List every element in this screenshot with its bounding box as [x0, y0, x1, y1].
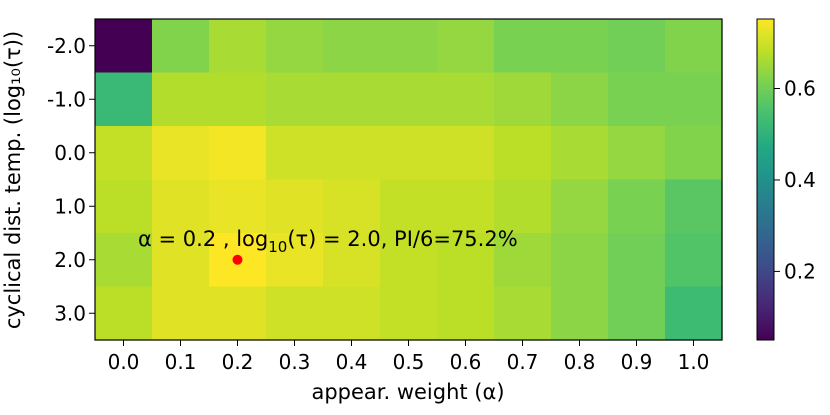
heatmap-cell — [494, 286, 552, 341]
heatmap-cell — [209, 179, 267, 234]
colorbar-tick-label: 0.2 — [784, 259, 816, 283]
heatmap-cell — [152, 233, 210, 288]
heatmap-cell — [494, 126, 552, 181]
heatmap-cell — [665, 233, 723, 288]
annotation-alpha: α = 0.2 — [138, 227, 216, 251]
heatmap-cell — [323, 286, 381, 341]
best-point-annotation: α = 0.2 , log10(τ) = 2.0, PI/6=75.2% — [138, 227, 518, 256]
heatmap-cell — [551, 286, 609, 341]
y-axis-label: cyclical dist. temp. (log₁₀(τ)) — [1, 31, 25, 329]
x-axis-label: appear. weight (α) — [311, 380, 504, 404]
heatmap-cell — [380, 233, 438, 288]
x-tick-label: 0.0 — [108, 350, 140, 374]
heatmap-cell — [152, 179, 210, 234]
heatmap-cell — [95, 126, 153, 181]
best-point-marker — [232, 254, 243, 265]
heatmap-cell — [95, 233, 153, 288]
heatmap-cells — [95, 19, 723, 341]
heatmap-cell — [437, 72, 495, 127]
heatmap-cell — [665, 72, 723, 127]
heatmap-cell — [95, 72, 153, 127]
y-ticks: -2.0 -1.0 0.0 1.0 2.0 3.0 — [47, 34, 95, 325]
heatmap-cell — [266, 233, 324, 288]
heatmap-cell — [665, 19, 723, 74]
heatmap-cell — [608, 19, 666, 74]
heatmap-cell — [209, 126, 267, 181]
heatmap-cell — [551, 72, 609, 127]
heatmap-cell — [95, 19, 153, 74]
heatmap-cell — [608, 286, 666, 341]
heatmap-cell — [266, 126, 324, 181]
y-tick-label: -2.0 — [47, 34, 86, 58]
heatmap-cell — [152, 286, 210, 341]
heatmap-cell — [608, 233, 666, 288]
heatmap-cell — [380, 72, 438, 127]
heatmap-cell — [380, 126, 438, 181]
heatmap-cell — [152, 72, 210, 127]
heatmap-cell — [95, 286, 153, 341]
heatmap-cell — [323, 179, 381, 234]
heatmap-cell — [437, 19, 495, 74]
x-tick-label: 0.6 — [450, 350, 482, 374]
y-tick-label: 0.0 — [54, 141, 86, 165]
x-tick-label: 0.1 — [165, 350, 197, 374]
x-tick-label: 0.8 — [564, 350, 596, 374]
heatmap-cell — [323, 72, 381, 127]
heatmap-cell — [152, 126, 210, 181]
heatmap-cell — [437, 126, 495, 181]
heatmap-cell — [608, 179, 666, 234]
heatmap-cell — [152, 19, 210, 74]
x-ticks: 0.0 0.1 0.2 0.3 0.4 0.5 0.6 0.7 0.8 0.9 1.0 — [108, 340, 710, 374]
y-tick-label: 1.0 — [54, 194, 86, 218]
annotation-log-subscript: 10 — [268, 238, 287, 256]
heatmap-cell — [665, 286, 723, 341]
heatmap-cell — [380, 286, 438, 341]
heatmap-cell — [323, 233, 381, 288]
heatmap-cell — [266, 286, 324, 341]
heatmap-cell — [551, 179, 609, 234]
heatmap-cell — [266, 179, 324, 234]
x-tick-label: 0.5 — [393, 350, 425, 374]
heatmap-cell — [266, 72, 324, 127]
heatmap-cell — [494, 233, 552, 288]
heatmap-cell — [494, 72, 552, 127]
heatmap-cell — [551, 126, 609, 181]
heatmap-cell — [209, 286, 267, 341]
heatmap-cell — [608, 72, 666, 127]
annotation-log-suffix: (τ) = 2.0, PI/6=75.2% — [287, 227, 517, 251]
y-tick-label: 3.0 — [54, 301, 86, 325]
heatmap-cell — [380, 19, 438, 74]
heatmap-cell — [437, 286, 495, 341]
x-tick-label: 0.3 — [279, 350, 311, 374]
colorbar-tick-label: 0.4 — [784, 168, 816, 192]
heatmap-cell — [551, 19, 609, 74]
y-tick-label: 2.0 — [54, 248, 86, 272]
heatmap-cell — [323, 126, 381, 181]
x-tick-label: 0.4 — [336, 350, 368, 374]
colorbar-tick-label: 0.6 — [784, 77, 816, 101]
heatmap-cell — [494, 179, 552, 234]
heatmap-cell — [437, 179, 495, 234]
heatmap-cell — [494, 19, 552, 74]
heatmap-cell — [209, 19, 267, 74]
x-tick-label: 0.9 — [621, 350, 653, 374]
colorbar — [756, 18, 775, 341]
x-tick-label: 0.2 — [222, 350, 254, 374]
x-tick-label: 1.0 — [678, 350, 710, 374]
annotation-log-prefix: , log — [216, 227, 268, 251]
heatmap-cell — [380, 179, 438, 234]
heatmap-cell — [551, 233, 609, 288]
colorbar-ticks: 0.2 0.4 0.6 — [774, 77, 816, 283]
heatmap-cell — [95, 179, 153, 234]
heatmap-cell — [209, 72, 267, 127]
heatmap-cell — [665, 126, 723, 181]
heatmap-cell — [266, 19, 324, 74]
heatmap-cell — [323, 19, 381, 74]
y-tick-label: -1.0 — [47, 87, 86, 111]
heatmap-cell — [665, 179, 723, 234]
heatmap-cell — [437, 233, 495, 288]
x-tick-label: 0.7 — [507, 350, 539, 374]
heatmap-cell — [608, 126, 666, 181]
